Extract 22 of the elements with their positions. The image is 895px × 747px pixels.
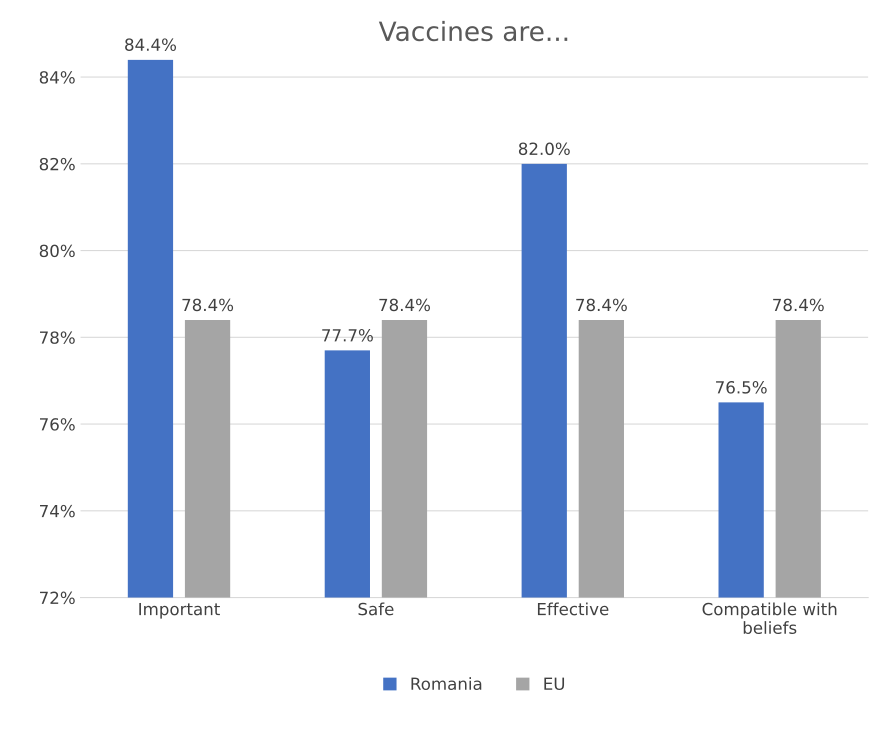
data-label: 78.4% [379, 298, 430, 312]
y-tick-label: 76% [40, 418, 75, 431]
y-tick-label: 84% [40, 71, 75, 84]
data-label: 84.4% [125, 38, 176, 51]
legend-label: EU [544, 678, 564, 690]
data-label: 76.5% [716, 381, 767, 394]
data-label: 78.4% [576, 298, 627, 312]
data-label: 82.0% [518, 142, 570, 156]
y-tick-label: 72% [40, 592, 75, 604]
data-label: 78.4% [773, 298, 824, 312]
y-tick-label: 78% [40, 331, 75, 344]
chart-title: Vaccines are... [378, 20, 568, 42]
x-tick-label: Compatible with beliefs [702, 602, 836, 634]
data-label: 78.4% [182, 298, 234, 312]
legend-label: Romania [412, 677, 482, 690]
y-tick-label: 80% [40, 244, 75, 258]
y-tick-label: 82% [40, 158, 75, 170]
y-tick-label: 74% [40, 504, 75, 518]
x-tick-label: Effective [538, 602, 608, 616]
x-tick-label: Important [139, 602, 220, 619]
data-label: 77.7% [322, 328, 373, 342]
x-tick-label: Safe [358, 602, 394, 616]
